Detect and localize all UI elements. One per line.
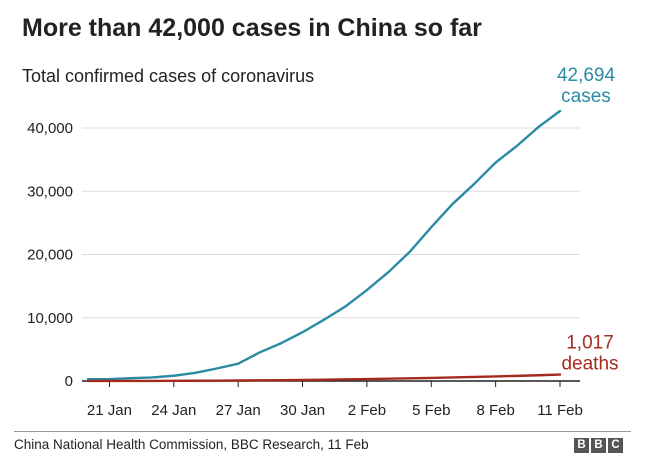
y-tick-label: 30,000 [27,183,73,200]
chart-title: More than 42,000 cases in China so far [22,14,482,42]
gridlines [82,127,580,382]
logo-letter: B [591,438,606,453]
y-tick-label: 10,000 [27,310,73,327]
x-tick-label: 8 Feb [476,402,514,419]
y-tick-labels: 0 10,000 20,000 30,000 40,000 [27,120,73,390]
x-tick-label: 2 Feb [348,402,386,419]
source-note: China National Health Commission, BBC Re… [14,437,369,452]
series-lines [86,109,562,383]
y-tick-label: 0 [65,373,73,390]
chart-subtitle: Total confirmed cases of coronavirus [22,66,315,86]
deaths-end-unit: deaths [561,354,618,375]
y-tick-label: 40,000 [27,120,73,137]
deaths-line [86,373,562,383]
cases-line [86,109,562,381]
x-tick-labels: 21 Jan 24 Jan 27 Jan 30 Jan 2 Feb 5 Feb 8 Feb 1… [87,381,583,419]
cases-end-value: 42,694 [557,65,616,86]
x-tick-label: 5 Feb [412,402,450,419]
x-tick-label: 27 Jan [216,402,261,419]
x-tick-label: 24 Jan [151,402,196,419]
x-tick-label: 11 Feb [537,402,583,419]
deaths-end-value: 1,017 [566,333,614,354]
footer-divider [14,431,631,432]
cases-end-unit: cases [561,86,611,107]
line-chart: 0 10,000 20,000 30,000 40,000 21 Jan 24 Jan 27… [27,65,619,419]
y-tick-label: 20,000 [27,247,73,264]
x-tick-label: 30 Jan [280,402,325,419]
logo-letter: B [574,438,589,453]
logo-letter: C [608,438,623,453]
bbc-logo: B B C [574,438,623,453]
x-tick-label: 21 Jan [87,402,132,419]
